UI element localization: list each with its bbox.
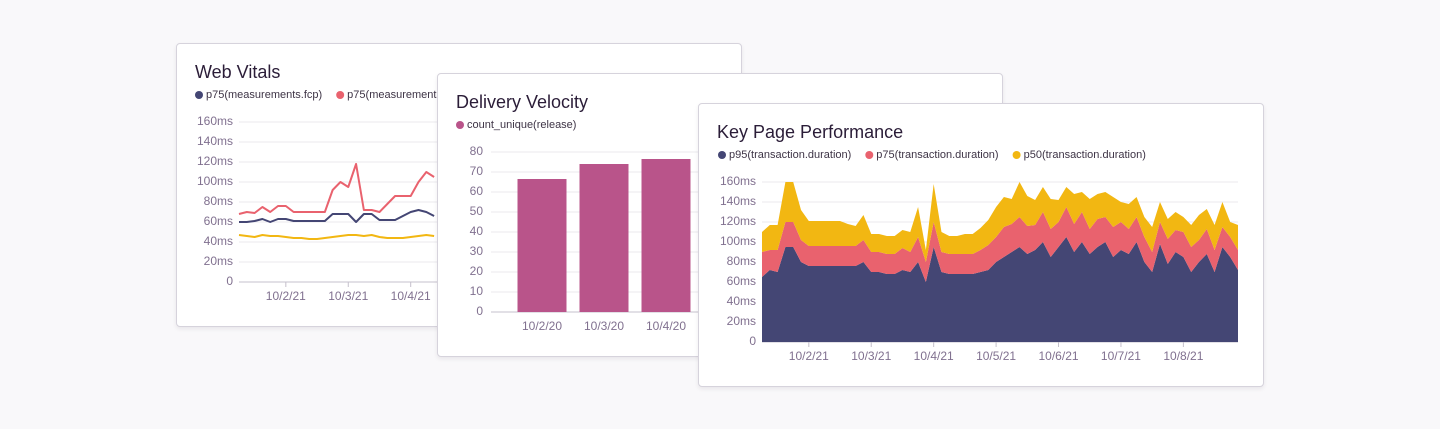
- x-tick-label: 10/2/21: [789, 349, 829, 363]
- legend-marker: [1012, 151, 1021, 159]
- y-tick-label: 80ms: [727, 254, 756, 268]
- chart-title: Key Page Performance: [717, 122, 903, 142]
- legend-label: p95(transaction.duration): [729, 149, 851, 161]
- y-tick-label: 50: [470, 204, 484, 218]
- x-tick-label: 10/7/21: [1101, 349, 1141, 363]
- chart-title: Web Vitals: [195, 62, 280, 82]
- legend-marker: [865, 151, 874, 159]
- bar: [641, 159, 691, 312]
- y-tick-label: 30: [470, 244, 484, 258]
- y-tick-label: 0: [226, 274, 233, 288]
- y-tick-label: 140ms: [197, 134, 233, 148]
- x-tick-label: 10/3/21: [851, 349, 891, 363]
- y-tick-label: 40ms: [204, 234, 233, 248]
- legend-marker: [336, 91, 345, 99]
- y-tick-label: 100ms: [720, 234, 756, 248]
- x-tick-label: 10/3/20: [584, 319, 624, 333]
- legend-marker: [718, 151, 726, 159]
- legend-marker: [195, 91, 203, 99]
- legend-label: p75(transaction.duration): [876, 149, 998, 161]
- y-tick-label: 0: [476, 304, 483, 318]
- legend-label: count_unique(release): [467, 119, 576, 131]
- y-tick-label: 160ms: [197, 114, 233, 128]
- x-tick-label: 10/3/21: [328, 289, 368, 303]
- x-tick-label: 10/8/21: [1163, 349, 1203, 363]
- x-tick-label: 10/4/21: [391, 289, 431, 303]
- y-tick-label: 40: [470, 224, 484, 238]
- y-tick-label: 160ms: [720, 174, 756, 188]
- y-tick-label: 20ms: [204, 254, 233, 268]
- line: [239, 209, 435, 223]
- y-tick-label: 70: [470, 164, 484, 178]
- legend-label: p75(measurements.fcp): [206, 89, 322, 101]
- area: [762, 182, 1238, 262]
- area: [762, 207, 1238, 282]
- y-tick-label: 0: [749, 334, 756, 348]
- x-tick-label: 10/6/21: [1039, 349, 1079, 363]
- chart-card: Key Page Performance p95(transaction.dur…: [698, 103, 1264, 387]
- line: [238, 163, 435, 215]
- bar: [517, 179, 567, 312]
- bar: [579, 164, 629, 312]
- line: [238, 234, 435, 240]
- y-tick-label: 120ms: [197, 154, 233, 168]
- chart: Key Page Performance p95(transaction.dur…: [717, 122, 1238, 363]
- y-tick-label: 140ms: [720, 194, 756, 208]
- x-tick-label: 10/5/21: [976, 349, 1016, 363]
- legend-label: p75(measurements.lcp): [347, 89, 463, 101]
- y-tick-label: 10: [470, 284, 484, 298]
- x-tick-label: 10/4/21: [914, 349, 954, 363]
- x-tick-label: 10/4/20: [646, 319, 686, 333]
- x-tick-label: 10/2/21: [266, 289, 306, 303]
- y-tick-label: 60: [470, 184, 484, 198]
- y-tick-label: 40ms: [727, 294, 756, 308]
- y-tick-label: 80ms: [204, 194, 233, 208]
- y-tick-label: 60ms: [727, 274, 756, 288]
- x-tick-label: 10/2/20: [522, 319, 562, 333]
- chart-title: Delivery Velocity: [456, 92, 588, 112]
- y-tick-label: 120ms: [720, 214, 756, 228]
- y-tick-label: 100ms: [197, 174, 233, 188]
- y-tick-label: 80: [470, 144, 484, 158]
- legend-label: p50(transaction.duration): [1024, 149, 1146, 161]
- legend-marker: [456, 121, 464, 129]
- area: [762, 237, 1238, 342]
- y-tick-label: 60ms: [204, 214, 233, 228]
- y-tick-label: 20ms: [727, 314, 756, 328]
- y-tick-label: 20: [470, 264, 484, 278]
